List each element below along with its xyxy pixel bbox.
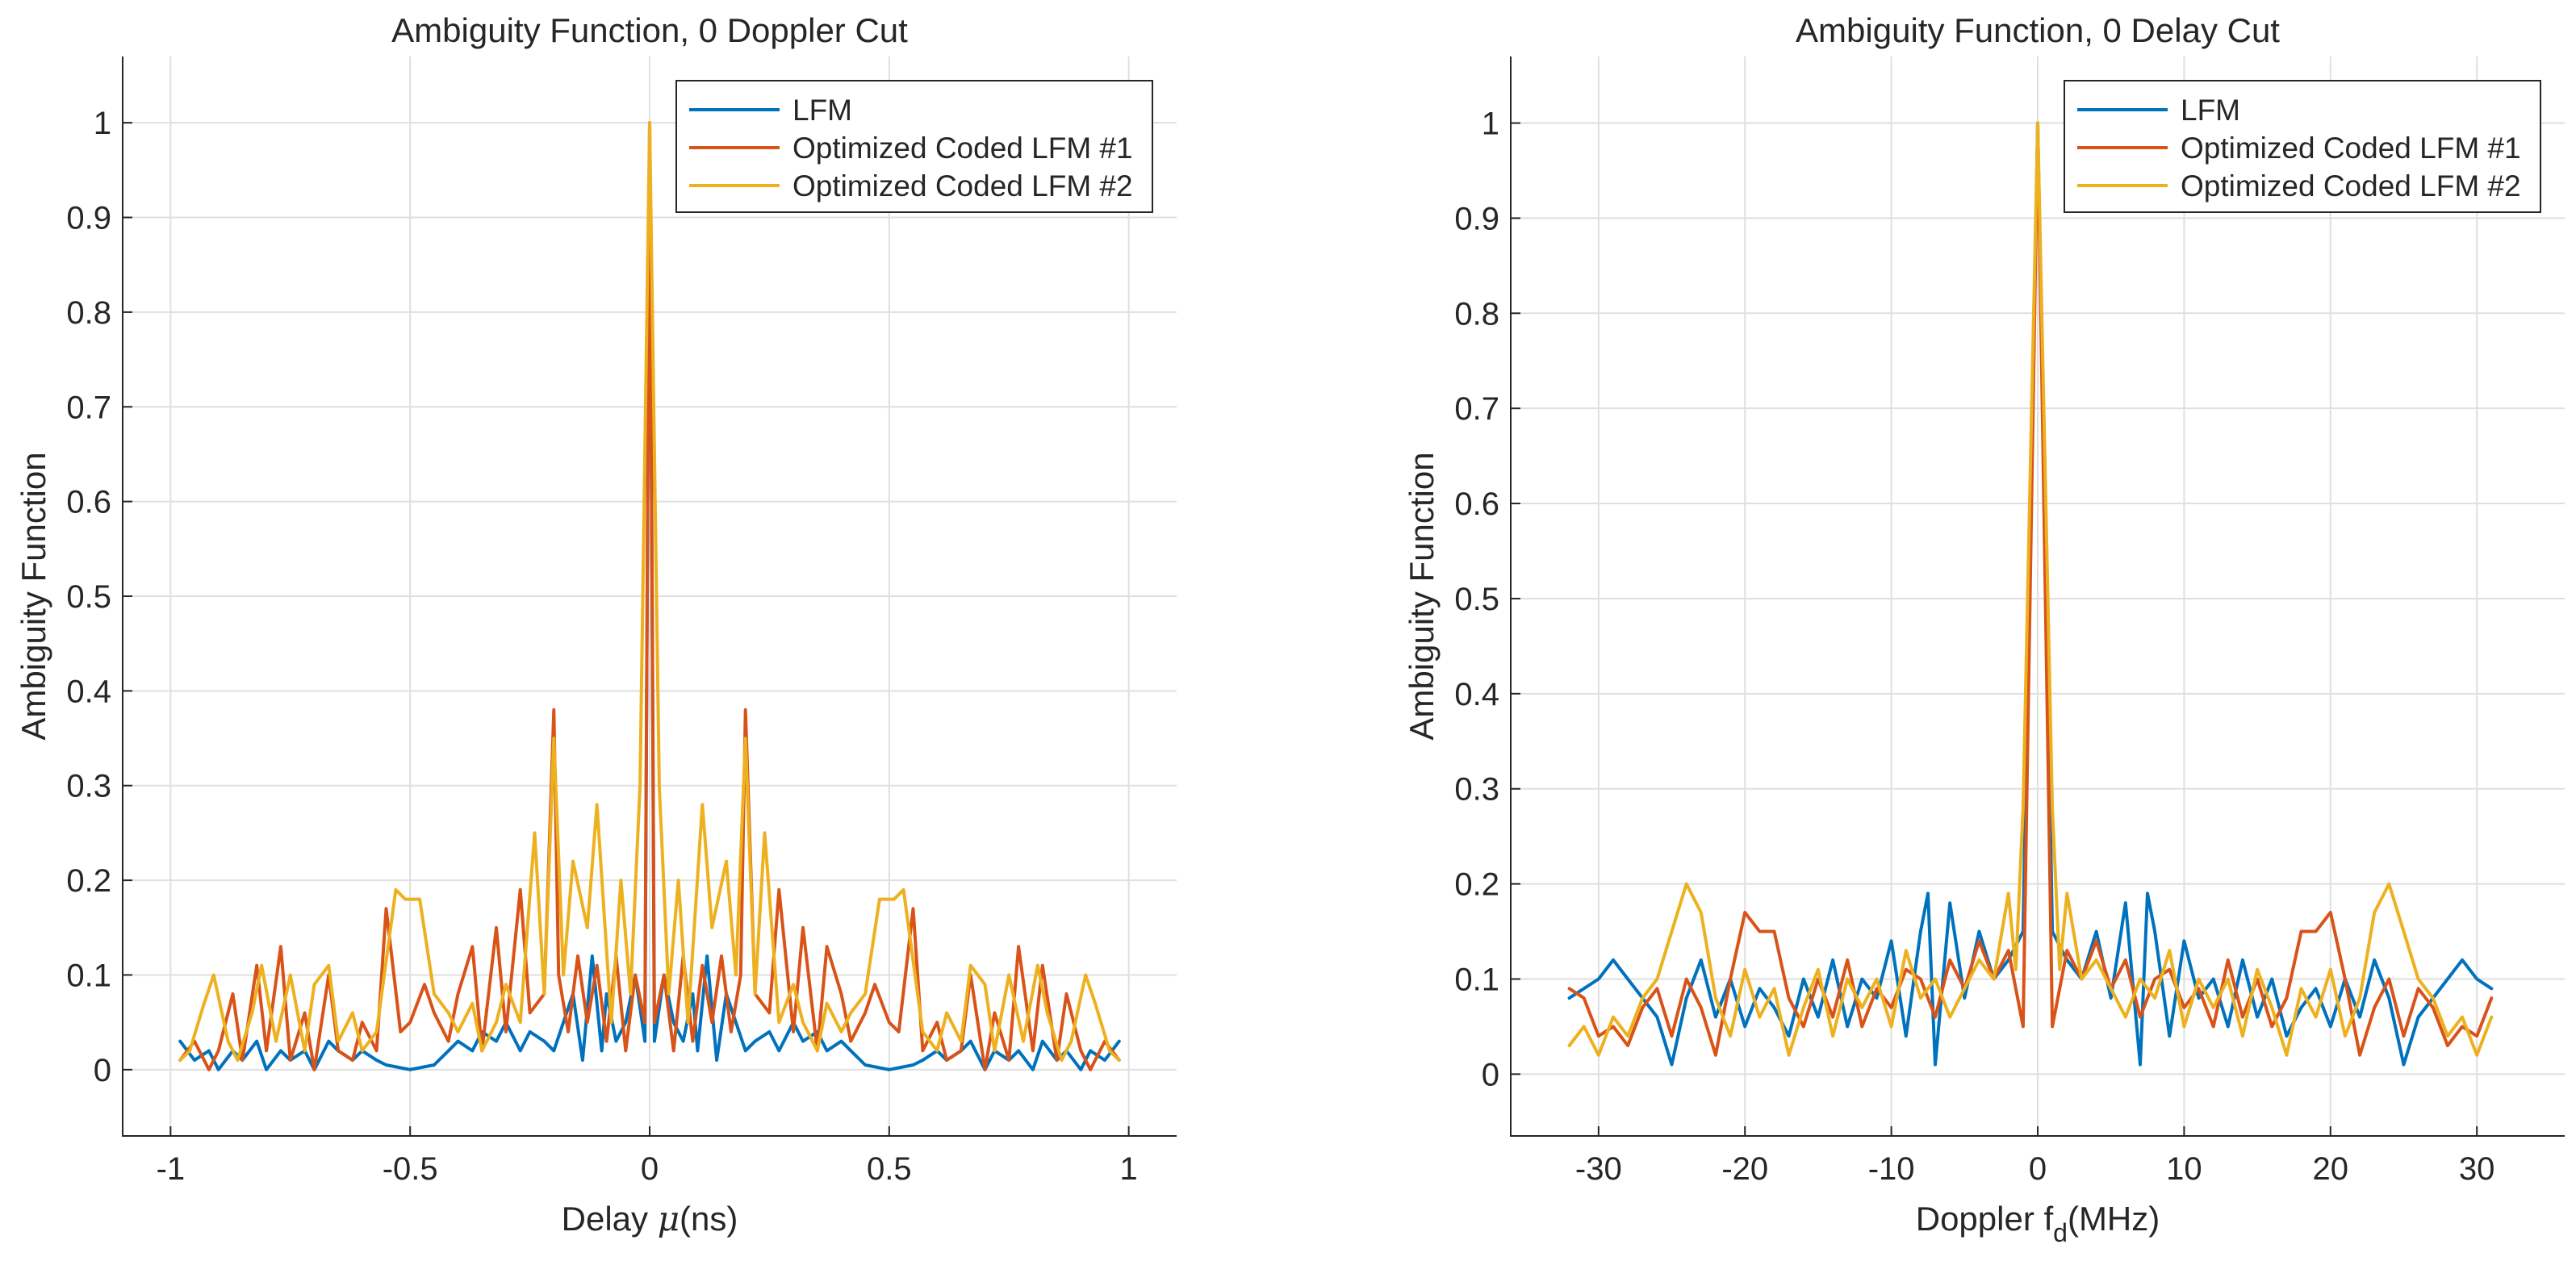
- right-chart-panel: -30 -20 -10 0 10 20 30 00.10.20.30.40.50.60.70…: [1403, 11, 2565, 1247]
- y-tick-label: 0.3: [1454, 772, 1499, 808]
- y-tick-label: 0.4: [1454, 677, 1499, 712]
- legend-label: Optimized Coded LFM #2: [2181, 169, 2521, 203]
- x-tick-label: -30: [1575, 1151, 1622, 1187]
- y-tick-label: 0.5: [66, 579, 111, 615]
- x-tick-label: 30: [2459, 1151, 2495, 1187]
- y-tick-label: 0.1: [1454, 962, 1499, 997]
- x-tick-label: -20: [1721, 1151, 1768, 1187]
- y-axis-ticks: 0 0.1 0.2 0.3 0.4 0.5 0.6 0.7 0.8 0.9 1: [66, 106, 132, 1088]
- y-tick-label: 0.9: [1454, 201, 1499, 236]
- y-tick-label: 0.4: [66, 674, 111, 709]
- chart-title: Ambiguity Function, 0 Doppler Cut: [391, 11, 908, 49]
- legend: LFM Optimized Coded LFM #1 Optimized Coded…: [675, 80, 1153, 213]
- y-tick-label: 0.3: [66, 769, 111, 804]
- y-axis-ticks: 0 0.1 0.2 0.3 0.4 0.5 0.6 0.7 0.8 0.9 1: [1454, 106, 1520, 1092]
- y-tick-label: 0.7: [66, 390, 111, 425]
- legend-label: LFM: [792, 94, 852, 127]
- data-series: [1567, 121, 2494, 1067]
- y-tick-label: 0.9: [66, 201, 111, 236]
- x-axis-ticks: -1 -0.5 0 0.5 1: [157, 1126, 1138, 1187]
- x-tick-label: 0: [641, 1151, 659, 1187]
- x-axis-ticks: -30 -20 -10 0 10 20 30: [1575, 1126, 2494, 1187]
- y-tick-label: 0.8: [1454, 296, 1499, 332]
- left-chart-panel: -1 -0.5 0 0.5 1 0 0.1 0.2 0.3 0.4 0.5 0.6 0.7 0.8 0.9…: [15, 11, 1177, 1238]
- x-tick-label: 0: [2029, 1151, 2047, 1187]
- y-tick-label: 0: [94, 1053, 111, 1088]
- x-tick-label: -1: [157, 1151, 186, 1187]
- y-tick-label: 0.2: [1454, 867, 1499, 903]
- y-tick-label: 0.6: [1454, 486, 1499, 522]
- series-optimized-coded-lfm-1-points: [1569, 123, 2492, 1055]
- y-tick-label: 1: [1482, 106, 1499, 142]
- series-optimized-coded-lfm-2-line: [1567, 121, 2494, 1057]
- y-tick-label: 0.2: [66, 863, 111, 899]
- x-axis-label: Delay μ(ns): [562, 1199, 738, 1238]
- x-tick-label: 0.5: [867, 1151, 912, 1187]
- legend-label: Optimized Coded LFM #1: [792, 132, 1133, 165]
- y-tick-label: 0: [1482, 1057, 1499, 1092]
- x-tick-label: -0.5: [383, 1151, 438, 1187]
- legend-label: Optimized Coded LFM #1: [2181, 132, 2521, 165]
- x-tick-label: 20: [2313, 1151, 2349, 1187]
- chart-title: Ambiguity Function, 0 Delay Cut: [1796, 11, 2280, 49]
- axis-box: [1510, 56, 2565, 1137]
- y-tick-label: 0.7: [1454, 391, 1499, 427]
- legend: LFM Optimized Coded LFM #1 Optimized Coded…: [2064, 80, 2541, 213]
- y-tick-label: 0.8: [66, 295, 111, 331]
- y-axis-label: Ambiguity Function: [1403, 452, 1441, 740]
- legend-label: Optimized Coded LFM #2: [792, 169, 1133, 203]
- x-tick-label: 1: [1120, 1151, 1138, 1187]
- x-tick-label: -10: [1868, 1151, 1915, 1187]
- y-tick-label: 0.6: [66, 485, 111, 520]
- series-optimized-coded-lfm-2-points: [180, 123, 1119, 1061]
- x-axis-label-subscript: d: [2053, 1218, 2068, 1247]
- x-axis-label: Doppler fd(MHz): [1916, 1200, 2160, 1247]
- data-series: [178, 121, 1121, 1071]
- axis-box: [122, 56, 1177, 1137]
- y-tick-label: 0.5: [1454, 582, 1499, 617]
- y-tick-label: 0.1: [66, 958, 111, 993]
- legend-label: LFM: [2181, 94, 2240, 127]
- x-axis-label-units: (MHz): [2068, 1200, 2160, 1238]
- x-axis-label-main: Doppler f: [1916, 1200, 2054, 1238]
- y-axis-label: Ambiguity Function: [15, 452, 52, 740]
- y-tick-label: 1: [94, 106, 111, 141]
- x-tick-label: 10: [2166, 1151, 2202, 1187]
- series-optimized-coded-lfm-2-points: [1569, 123, 2492, 1055]
